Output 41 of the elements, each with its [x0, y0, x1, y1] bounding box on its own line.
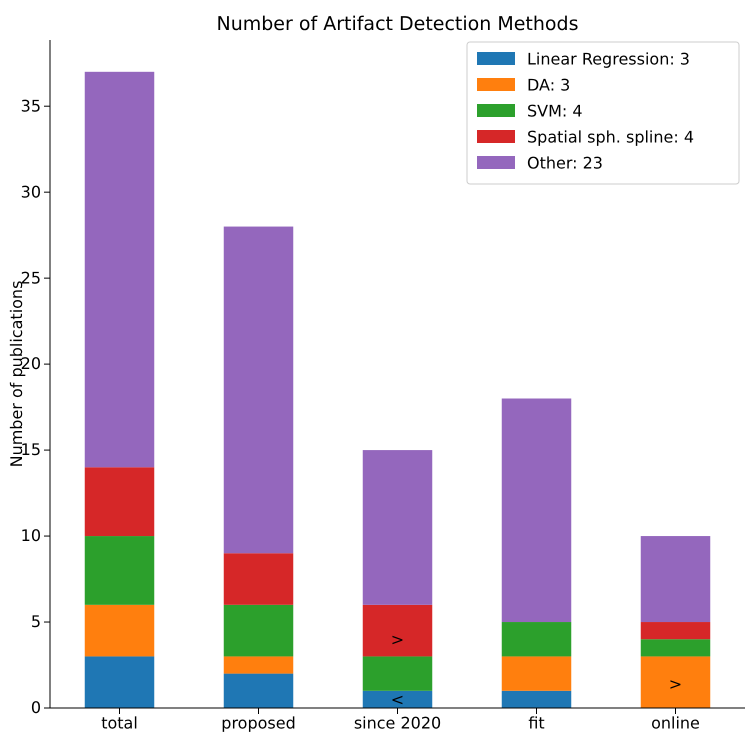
- x-tick-label: since 2020: [354, 713, 442, 732]
- bar: [362, 604, 432, 656]
- bar: [502, 656, 572, 691]
- bar: [224, 553, 294, 605]
- bar: [84, 536, 154, 605]
- annotation: >: [390, 630, 404, 649]
- legend-label: Other: 23: [527, 154, 603, 173]
- y-tick-label: 10: [20, 526, 41, 546]
- legend-label: DA: 3: [527, 76, 570, 95]
- bar: [224, 226, 294, 554]
- x-tick-label: total: [101, 713, 138, 732]
- bar: [502, 622, 572, 656]
- bar: [84, 72, 154, 468]
- x-tick-label: proposed: [221, 713, 296, 732]
- legend-label: SVM: 4: [527, 102, 583, 121]
- bar: [362, 450, 432, 605]
- bar: [502, 690, 572, 708]
- bar: [224, 656, 294, 674]
- x-tick-label: fit: [528, 713, 545, 732]
- bar: [640, 536, 710, 622]
- legend-label: Spatial sph. spline: 4: [527, 128, 694, 147]
- legend-label: Linear Regression: 3: [527, 50, 690, 69]
- bar: [640, 622, 710, 640]
- bar: [362, 656, 432, 691]
- y-tick-label: 5: [30, 612, 41, 632]
- bar: [224, 674, 294, 708]
- bar: [84, 604, 154, 656]
- chart-title: Number of Artifact Detection Methods: [216, 13, 579, 35]
- y-tick-label: 0: [30, 698, 41, 718]
- annotation: <: [390, 690, 404, 710]
- bar: [640, 656, 710, 708]
- y-tick-label: 35: [20, 96, 41, 116]
- bar: [84, 656, 154, 708]
- annotation: >: [668, 674, 682, 694]
- x-tick-label: online: [651, 713, 700, 732]
- bar: [640, 639, 710, 656]
- bar: [84, 467, 154, 536]
- bar: [362, 690, 432, 708]
- y-tick-label: 30: [20, 182, 41, 202]
- bar: [224, 604, 294, 656]
- bar: [502, 398, 572, 622]
